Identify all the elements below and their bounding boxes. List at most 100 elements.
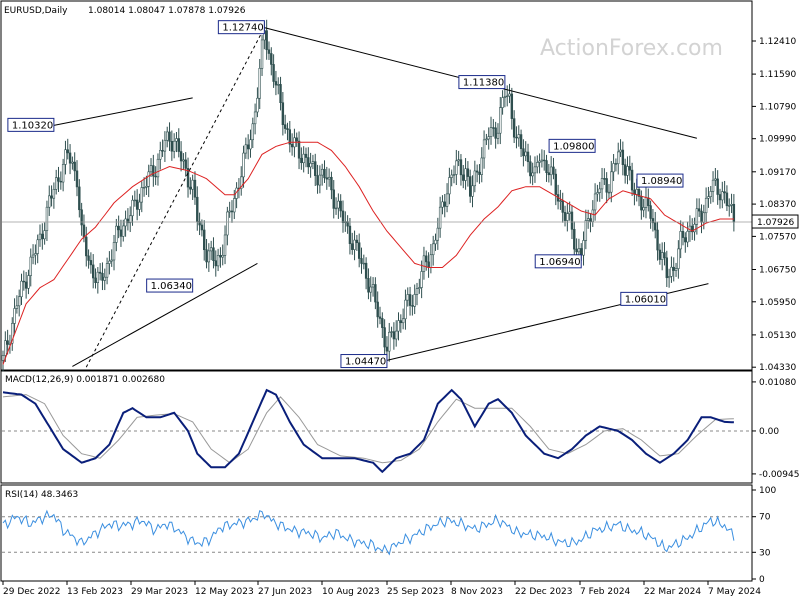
candle-body — [135, 199, 139, 210]
candle-body — [351, 243, 354, 250]
candle-body — [249, 139, 252, 150]
price-y-tick-label: 1.08370 — [759, 200, 796, 210]
candle-body — [628, 166, 631, 171]
candle-body — [145, 186, 148, 188]
candle-body — [390, 331, 393, 333]
price-level-box — [217, 20, 265, 35]
candle-body — [536, 162, 539, 168]
candle-body — [642, 207, 645, 211]
rsi-y-tick-label: 0 — [759, 575, 765, 585]
candle-body — [277, 84, 280, 86]
x-tick-label: 10 Aug 2023 — [322, 587, 380, 597]
candle-body — [443, 201, 446, 207]
candle-body — [478, 171, 481, 175]
candle-body — [140, 187, 143, 203]
candle-body — [89, 260, 93, 266]
trendline — [72, 263, 258, 367]
candle-body — [281, 102, 285, 126]
candle-body — [184, 159, 187, 169]
candle-body — [41, 233, 44, 240]
candle-body — [191, 179, 194, 190]
candle-body — [665, 257, 668, 279]
price-level-text: 1.10320 — [12, 120, 53, 131]
x-tick-label: 7 May 2024 — [708, 587, 761, 597]
candle-body — [22, 280, 26, 283]
candle-body — [459, 159, 463, 176]
candle-body — [20, 280, 23, 298]
price-level-box — [7, 117, 55, 132]
candle-body — [364, 262, 368, 279]
candle-body — [203, 229, 206, 251]
rsi-label: RSI(14) 48.3463 — [5, 490, 78, 500]
candle-body — [670, 266, 673, 277]
candle-body — [177, 138, 180, 152]
candle-body — [445, 193, 449, 207]
candle-body — [418, 287, 421, 290]
candle-body — [538, 160, 541, 163]
price-y-tick-label: 1.11590 — [759, 70, 796, 80]
candle-body — [221, 255, 224, 258]
candle-body — [228, 210, 231, 213]
rsi-y-tick-label: 100 — [759, 486, 776, 496]
candle-body — [327, 176, 331, 180]
candle-body — [66, 149, 69, 154]
candle-body — [348, 225, 352, 244]
macd-label: MACD(12,26,9) 0.001871 0.002680 — [5, 375, 165, 385]
candle-body — [593, 193, 597, 211]
candle-body — [603, 178, 606, 180]
candle-body — [540, 159, 544, 162]
candle-body — [198, 221, 201, 226]
macd-y-tick-label: -0.009457 — [759, 470, 800, 480]
x-axis: 29 Dec 2022 13 Feb 2023 29 Mar 2023 12 May … — [2, 581, 761, 597]
candle-body — [626, 166, 629, 176]
candle-body — [718, 194, 722, 201]
candle-body — [501, 97, 504, 108]
candle-body — [216, 255, 220, 267]
candle-body — [464, 168, 467, 181]
candle-body — [353, 239, 356, 250]
candle-body — [621, 149, 625, 165]
rsi-y-tick-label: 70 — [759, 513, 771, 523]
candle-body — [316, 175, 319, 186]
candle-body — [163, 139, 167, 152]
price-level-box — [620, 291, 668, 306]
candle-body — [15, 305, 19, 309]
candle-body — [420, 271, 423, 288]
candle-body — [78, 186, 81, 211]
candle-body — [295, 137, 298, 142]
candle-body — [431, 243, 435, 256]
candle-body — [246, 144, 250, 150]
candle-body — [240, 176, 243, 189]
candle-body — [568, 211, 571, 214]
candle-body — [397, 320, 400, 332]
price-level-text: 1.08940 — [641, 176, 682, 187]
candle-body — [427, 261, 430, 268]
candle-body — [267, 49, 271, 54]
candle-body — [371, 284, 375, 288]
candle-body — [531, 172, 534, 177]
x-tick-label: 7 Feb 2024 — [580, 587, 631, 597]
price-y-tick-label: 1.12410 — [759, 37, 796, 47]
price-level-label: 1.12740 — [217, 20, 265, 35]
candle-body — [253, 111, 257, 125]
candle-body — [161, 150, 164, 152]
candle-body — [469, 176, 472, 197]
candle-body — [304, 153, 308, 158]
candle-body — [242, 152, 245, 178]
price-level-label: 1.06340 — [146, 278, 194, 293]
x-tick-label: 8 Nov 2023 — [451, 587, 503, 597]
trendline — [85, 27, 265, 368]
candle-body — [71, 161, 74, 164]
candle-body — [607, 191, 611, 194]
candle-body — [543, 159, 546, 162]
price-level-box — [340, 354, 388, 369]
candle-body — [471, 185, 474, 197]
price-y-tick-label: 1.07570 — [759, 232, 796, 242]
candle-body — [360, 258, 363, 264]
price-y-tick-label: 1.05950 — [759, 298, 796, 308]
candle-body — [154, 175, 157, 178]
candle-body — [677, 248, 680, 269]
candle-body — [577, 248, 581, 253]
price-level-text: 1.12740 — [222, 23, 263, 34]
